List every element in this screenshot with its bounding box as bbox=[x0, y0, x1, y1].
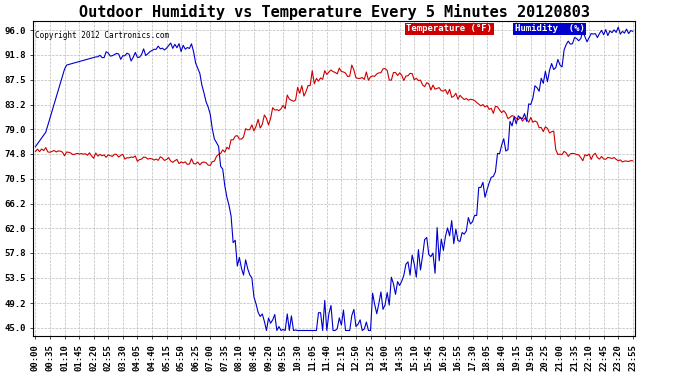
Title: Outdoor Humidity vs Temperature Every 5 Minutes 20120803: Outdoor Humidity vs Temperature Every 5 … bbox=[79, 4, 589, 20]
Text: Temperature (°F): Temperature (°F) bbox=[406, 24, 492, 33]
Text: Copyright 2012 Cartronics.com: Copyright 2012 Cartronics.com bbox=[34, 31, 168, 40]
Text: Humidity  (%): Humidity (%) bbox=[515, 24, 584, 33]
